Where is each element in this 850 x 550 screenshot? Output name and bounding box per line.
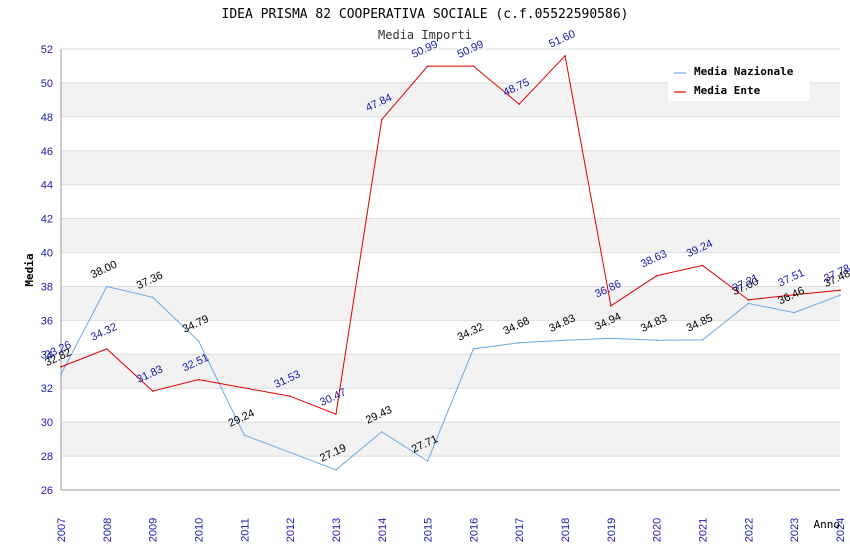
y-tick-label: 44 — [41, 180, 53, 192]
data-point-ente — [839, 289, 841, 291]
data-point-naz — [747, 302, 750, 305]
data-point-naz — [518, 341, 521, 344]
data-point-ente — [564, 54, 566, 57]
plot-band — [61, 354, 840, 389]
x-tick-label: 2018 — [560, 518, 572, 542]
y-tick-label: 32 — [41, 383, 53, 395]
y-axis-label: Media — [23, 253, 36, 286]
data-point-naz — [793, 311, 795, 314]
legend: Media Nazionale Media Ente — [668, 60, 810, 101]
data-point-ente — [747, 299, 750, 301]
data-point-ente — [793, 293, 795, 296]
data-point-naz — [839, 294, 841, 297]
data-point-ente — [380, 118, 383, 121]
y-tick-label: 50 — [41, 78, 53, 90]
data-point-naz — [426, 460, 429, 462]
data-point-ente — [106, 348, 108, 350]
y-axis-ticks: 26 28 30 32 34 36 38 40 42 44 46 48 50 52 — [41, 44, 53, 497]
plot-band — [61, 150, 840, 185]
data-point-ente — [655, 274, 658, 277]
series-lines — [60, 54, 841, 471]
x-axis-label: Anno — [814, 518, 841, 531]
data-point-naz — [243, 434, 246, 436]
x-tick-label: 2010 — [193, 518, 205, 542]
y-tick-label: 52 — [41, 44, 53, 56]
y-tick-label: 36 — [41, 315, 53, 327]
plot-bands — [61, 82, 840, 457]
plot-band — [61, 286, 840, 321]
plot-band — [61, 422, 840, 457]
legend-label-naz: Media Nazionale — [694, 65, 794, 78]
data-point-naz — [655, 339, 658, 342]
data-point-ente — [610, 304, 612, 307]
x-tick-label: 2008 — [102, 518, 114, 542]
data-point-naz — [472, 348, 475, 350]
x-tick-label: 2021 — [698, 518, 710, 542]
y-tick-label: 48 — [41, 112, 53, 124]
plot-band — [61, 218, 840, 253]
data-point-ente — [426, 65, 429, 67]
y-tick-label: 28 — [41, 451, 53, 463]
x-tick-label: 2020 — [652, 518, 664, 542]
gridlines — [61, 48, 840, 491]
x-tick-label: 2009 — [148, 518, 160, 542]
x-tick-label: 2007 — [56, 518, 68, 542]
data-label-ente: 51.60 — [547, 28, 577, 51]
chart-subtitle: Media Importi — [378, 28, 472, 42]
data-point-ente — [151, 390, 154, 392]
data-point-naz — [60, 373, 62, 376]
data-point-naz — [701, 339, 704, 341]
x-tick-label: 2023 — [789, 518, 801, 542]
x-tick-label: 2016 — [468, 518, 480, 542]
data-point-naz — [151, 296, 154, 299]
data-point-naz — [380, 431, 383, 433]
data-point-naz — [197, 340, 200, 342]
x-tick-label: 2011 — [239, 518, 251, 542]
y-tick-label: 26 — [41, 485, 53, 497]
x-tick-label: 2012 — [285, 518, 297, 542]
y-tick-label: 42 — [41, 214, 53, 226]
data-label-ente: 30.47 — [318, 386, 348, 409]
x-tick-label: 2022 — [743, 518, 755, 542]
y-tick-label: 34 — [41, 349, 53, 361]
x-tick-label: 2024 — [835, 518, 847, 542]
data-point-ente — [197, 378, 200, 381]
data-point-naz — [335, 469, 337, 471]
x-axis-ticks: 2007 2008 2009 2010 2011 2012 2013 2014 2015 2016… — [56, 518, 847, 542]
data-point-naz — [610, 337, 612, 340]
data-point-ente — [701, 264, 704, 267]
data-point-ente — [518, 103, 521, 105]
data-point-naz — [564, 339, 566, 342]
data-label-naz: 38.00 — [89, 259, 119, 282]
data-point-ente — [289, 395, 291, 398]
y-tick-label: 30 — [41, 417, 53, 429]
data-point-naz — [106, 285, 108, 288]
data-point-ente — [60, 366, 62, 368]
y-tick-label: 46 — [41, 146, 53, 158]
chart-title: IDEA PRISMA 82 COOPERATIVA SOCIALE (c.f.… — [222, 7, 629, 22]
legend-box — [668, 60, 810, 101]
x-tick-label: 2014 — [377, 518, 389, 542]
legend-label-ente: Media Ente — [694, 84, 761, 97]
x-tick-label: 2017 — [514, 518, 526, 542]
x-tick-label: 2019 — [606, 518, 618, 542]
x-tick-label: 2015 — [423, 518, 435, 542]
data-label-ente: 34.32 — [89, 321, 119, 344]
y-tick-label: 40 — [41, 248, 53, 260]
x-tick-label: 2013 — [331, 518, 343, 542]
y-tick-label: 38 — [41, 281, 53, 293]
data-point-ente — [335, 413, 337, 415]
data-label-naz: 34.32 — [456, 321, 486, 344]
data-point-ente — [472, 65, 475, 67]
